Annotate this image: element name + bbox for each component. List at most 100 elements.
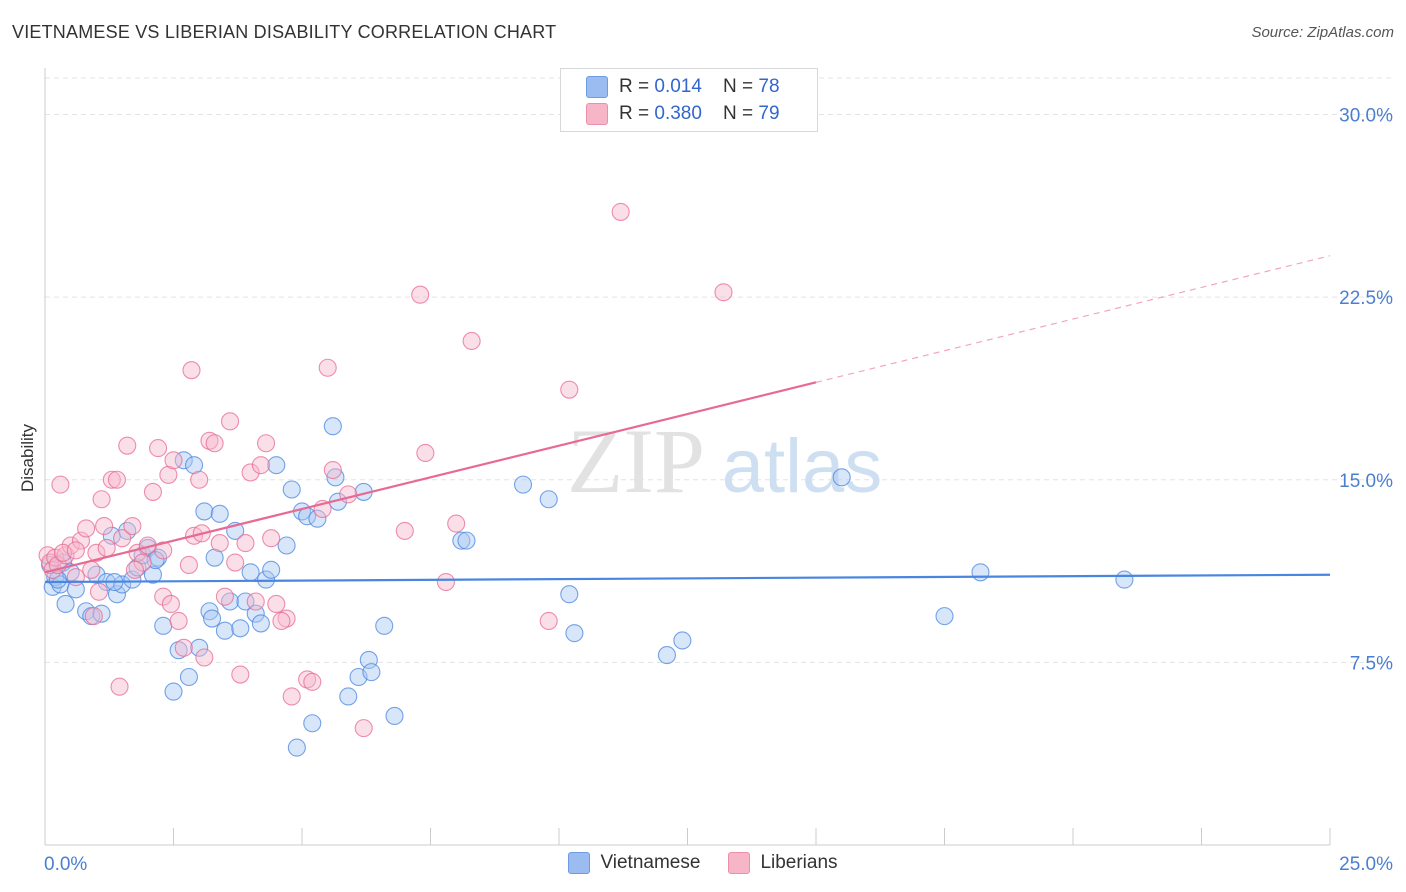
vietnamese-point [832, 468, 851, 487]
liberians-point [174, 638, 193, 657]
liberians-trend-extension [815, 255, 1331, 383]
liberians-point [256, 434, 276, 453]
vietnamese-point [308, 509, 327, 528]
vietnamese-point [560, 585, 579, 604]
y-tick-label: 22.5% [1339, 288, 1393, 309]
trend-lines [44, 255, 1331, 584]
legend-item-liberians[interactable]: Liberians [728, 852, 838, 874]
liberians-point [110, 677, 129, 696]
liberians-point [149, 439, 168, 458]
liberians-point [92, 490, 111, 509]
series-legend: Vietnamese Liberians [0, 852, 1406, 874]
liberians-point [102, 470, 121, 489]
liberians-point [210, 534, 229, 553]
liberians-point [56, 546, 75, 565]
liberians-point [118, 436, 137, 455]
vietnamese-point [539, 490, 558, 509]
vietnamese-point [262, 560, 281, 579]
axes [44, 68, 1331, 846]
liberians-point [323, 460, 342, 480]
liberians-point [154, 587, 173, 606]
liberians-point [220, 412, 240, 431]
liberians-point [262, 529, 281, 548]
vietnamese-point [241, 563, 260, 582]
liberians-point [416, 443, 435, 463]
vietnamese-point [565, 624, 584, 643]
liberians-point [161, 594, 180, 613]
vietnamese-point [282, 480, 301, 499]
vietnamese-point [195, 502, 214, 521]
liberians-point [236, 534, 255, 553]
vietnamese-point [513, 475, 533, 494]
vietnamese-point [143, 565, 162, 584]
y-tick-label: 7.5% [1350, 653, 1393, 674]
vietnamese-point [385, 706, 404, 725]
vietnamese-point [56, 594, 75, 613]
liberians-point [107, 470, 127, 489]
vietnamese-point [220, 592, 240, 611]
x-tick-label: 0.0% [44, 854, 87, 875]
liberians-point [303, 672, 322, 691]
vietnamese-point [154, 616, 173, 635]
liberians-point [339, 485, 358, 504]
legend-label: Liberians [760, 852, 838, 873]
y-tick-label: 15.0% [1339, 471, 1393, 492]
r-label: R = [619, 76, 655, 97]
liberians-swatch [586, 103, 608, 125]
vietnamese-point [326, 468, 345, 487]
vietnamese-point [323, 417, 342, 436]
n-value: 78 [758, 76, 780, 97]
vietnamese-swatch [568, 852, 591, 874]
liberians-point [298, 670, 317, 689]
vietnamese-point [935, 607, 954, 626]
liberians-point [143, 482, 162, 501]
liberians-point [154, 541, 173, 560]
liberians-point [611, 202, 630, 221]
liberians-point [179, 555, 198, 575]
liberians-point [215, 587, 234, 606]
vietnamese-point [215, 621, 234, 640]
vietnamese-point [657, 646, 676, 665]
vietnamese-point [236, 592, 255, 611]
liberians-point [231, 665, 250, 684]
liberians-point [51, 475, 70, 494]
vietnamese-point [190, 638, 209, 657]
liberians-point [462, 331, 481, 351]
watermark-zip: ZIP [567, 410, 705, 512]
n-label: N = [723, 103, 759, 124]
liberians-point [539, 611, 558, 631]
vietnamese-point [1115, 570, 1134, 589]
liberians-point [714, 283, 733, 302]
liberians-point [354, 719, 373, 738]
liberians-point [97, 538, 116, 557]
legend-item-vietnamese[interactable]: Vietnamese [568, 852, 700, 874]
watermark: ZIP atlas [567, 410, 882, 512]
y-axis-label: Disability [18, 423, 37, 492]
liberians-point [246, 592, 265, 611]
vietnamese-point [48, 570, 67, 589]
x-tick-label: 25.0% [1339, 854, 1393, 875]
vietnamese-point [452, 531, 471, 550]
liberians-point [89, 582, 109, 601]
liberians-point [61, 536, 80, 555]
vietnamese-trend-line [44, 573, 1331, 584]
liberians-point [436, 572, 455, 592]
liberians-point [164, 451, 183, 470]
vietnamese-point [375, 616, 394, 635]
liberians-point [125, 560, 144, 579]
liberians-point [82, 560, 101, 579]
vietnamese-point [277, 536, 296, 555]
r-label: R = [619, 103, 655, 124]
liberians-point [267, 594, 286, 613]
liberians-point [226, 553, 245, 572]
liberians-point [113, 529, 132, 548]
vietnamese-point [164, 682, 183, 701]
liberians-point [447, 514, 466, 533]
vietnamese-point [200, 602, 219, 621]
vietnamese-point [287, 738, 306, 757]
vietnamese-point [210, 504, 229, 523]
source-label: Source: ZipAtlas.com [1251, 24, 1394, 41]
y-tick-label: 30.0% [1339, 106, 1393, 127]
vietnamese-point [457, 531, 476, 550]
liberians-point [395, 521, 414, 540]
